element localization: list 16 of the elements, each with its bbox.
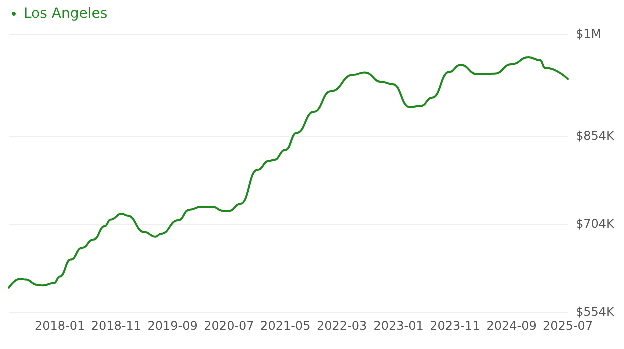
x-tick-label: 2023-01 <box>374 319 424 333</box>
x-tick-label: 2020-07 <box>204 319 254 333</box>
y-tick-label: $1M <box>576 27 602 41</box>
x-tick-label: 2019-09 <box>148 319 198 333</box>
x-tick-label: 2018-01 <box>34 319 86 333</box>
x-tick-label: 2025-07 <box>542 319 594 333</box>
line-series <box>8 56 569 289</box>
x-tick-label: 2023-11 <box>430 319 480 333</box>
x-tick-label: 2018-11 <box>91 319 142 333</box>
y-tick-label: $854K <box>576 129 616 144</box>
x-tick-label: 2022-03 <box>316 319 368 333</box>
x-tick-label: 2021-05 <box>260 319 311 333</box>
text: Los Angeles <box>24 6 108 22</box>
y-tick-label: $554K <box>576 305 616 319</box>
x-tick-label: 2024-09 <box>486 319 537 333</box>
y-tick-label: $704K <box>576 217 616 232</box>
